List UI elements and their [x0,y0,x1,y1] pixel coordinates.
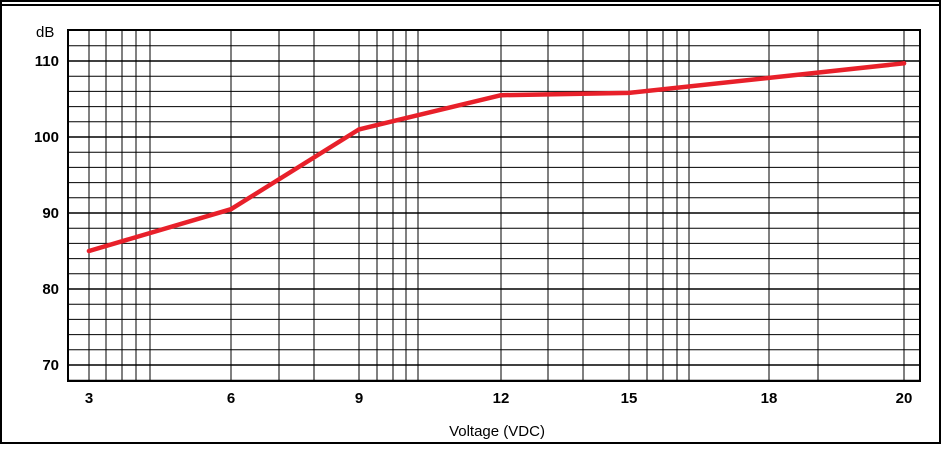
series-layer [86,61,907,254]
x-axis-ticks: 3 6 9 12 15 18 20 [85,390,913,407]
x-tick-label: 3 [85,390,93,407]
data-point [498,93,504,98]
grid [68,30,920,381]
data-point [356,127,362,132]
y-tick-label: 100 [34,129,59,146]
data-point [626,90,632,96]
y-tick-label: 70 [42,357,59,374]
y-axis-ticks: 70 80 90 100 110 [34,53,59,374]
x-axis-title: Voltage (VDC) [449,423,545,440]
data-point [228,207,234,212]
series-line [86,61,907,254]
x-tick-label: 12 [493,390,510,407]
y-tick-label: 110 [35,53,59,70]
y-tick-label: 90 [42,205,59,222]
y-axis-title: dB [36,24,54,41]
x-tick-label: 18 [761,390,778,407]
data-point [86,248,92,254]
x-tick-label: 20 [896,390,913,407]
data-point [901,61,907,66]
x-tick-label: 15 [621,390,638,407]
x-tick-label: 9 [355,390,363,407]
plot-frame [67,29,921,382]
y-tick-label: 80 [42,281,59,298]
x-tick-label: 6 [227,390,235,407]
